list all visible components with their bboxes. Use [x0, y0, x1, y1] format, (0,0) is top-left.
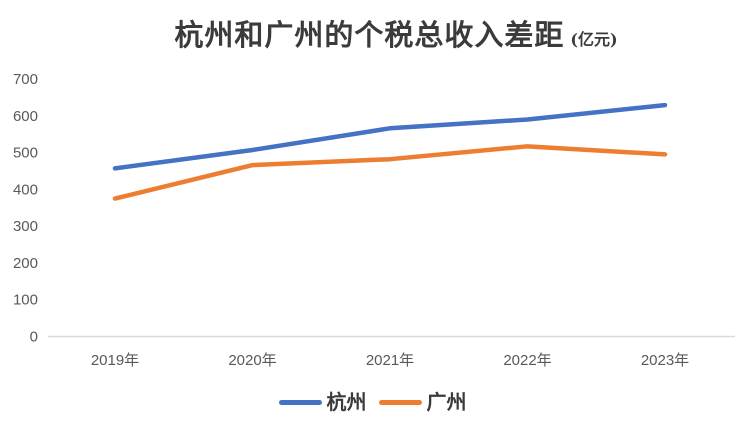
x-tick-label: 2022年: [503, 352, 551, 369]
legend-item-0: 杭州: [278, 390, 367, 414]
x-tick-label: 2023年: [641, 352, 689, 369]
legend-label: 广州: [426, 390, 467, 414]
y-tick-label: 300: [13, 218, 38, 235]
x-tick-label: 2021年: [366, 352, 414, 369]
legend-line-swatch: [378, 399, 422, 405]
line-series-1: [112, 144, 668, 201]
legend-line-swatch: [278, 399, 322, 405]
x-tick-label: 2019年: [91, 352, 139, 369]
legend-label: 杭州: [326, 390, 367, 414]
chart-title-unit: (亿元): [570, 30, 618, 49]
y-tick-label: 500: [13, 145, 38, 162]
y-tick-label: 700: [13, 71, 38, 88]
y-tick-label: 200: [13, 255, 38, 272]
legend-item-1: 广州: [378, 390, 467, 414]
y-tick-label: 100: [13, 292, 38, 309]
x-tick-label: 2020年: [228, 352, 276, 369]
chart-title: 杭州和广州的个税总收入差距 (亿元): [55, 12, 737, 54]
chart-title-text: 杭州和广州的个税总收入差距: [174, 18, 565, 52]
line-series-0: [112, 102, 668, 171]
y-tick-label: 600: [13, 108, 38, 125]
legend: 杭州 广州: [0, 390, 745, 414]
y-tick-label: 400: [13, 181, 38, 198]
y-tick-label: 0: [30, 329, 38, 346]
